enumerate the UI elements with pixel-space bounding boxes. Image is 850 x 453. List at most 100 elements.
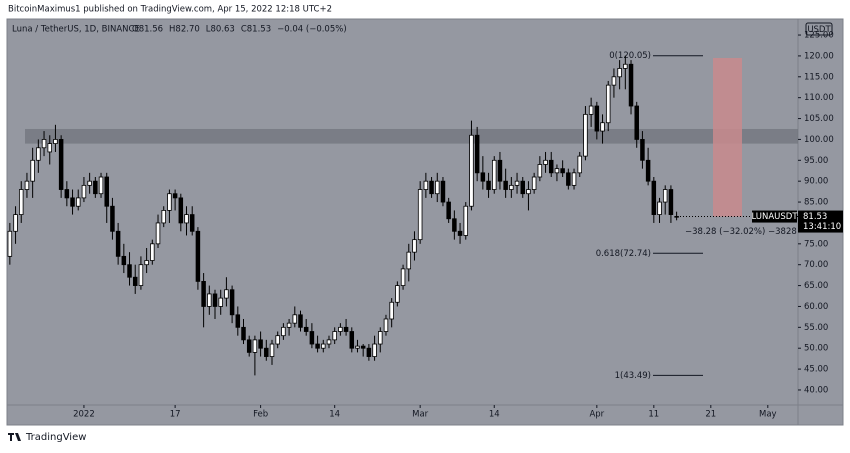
candle-body: [548, 159, 554, 174]
candle-body: [514, 180, 520, 186]
y-tick-label: 70.00: [804, 260, 828, 270]
candle-body: [406, 251, 412, 270]
candle-body: [326, 339, 332, 345]
candle-body: [645, 159, 651, 182]
y-tick-label: 90.00: [804, 177, 828, 187]
candle-body: [189, 214, 195, 232]
y-tick-label: 115.00: [804, 72, 834, 82]
candle-body: [474, 134, 480, 174]
candle-body: [167, 193, 172, 211]
candle-body: [138, 264, 144, 286]
candle-body: [286, 322, 292, 328]
candle-body: [457, 230, 463, 236]
candle-body: [543, 159, 548, 165]
candle-body: [446, 201, 451, 220]
y-tick-label: 100.00: [804, 135, 834, 145]
candle-body: [605, 84, 611, 124]
candle-body: [98, 176, 104, 195]
candle-body: [53, 139, 58, 145]
candle-body: [178, 197, 184, 224]
x-tick-label: 2022: [73, 410, 95, 420]
currency: USDT: [807, 25, 831, 35]
candle-body: [195, 230, 201, 282]
x-tick-label: Mar: [412, 410, 429, 420]
candle-body: [560, 168, 565, 174]
y-tick-label: 50.00: [804, 344, 828, 354]
y-tick-label: 40.00: [804, 385, 828, 395]
candle-body: [623, 63, 628, 69]
candle-body: [520, 180, 525, 195]
symbol-tag-label: LUNAUSDT: [751, 212, 798, 222]
candle-body: [429, 180, 434, 195]
candle-body: [389, 301, 394, 320]
candle-body: [355, 345, 360, 349]
candle-body: [531, 176, 537, 190]
y-tick-label: 65.00: [804, 281, 828, 291]
candle-body: [321, 343, 326, 349]
candle-body: [281, 326, 286, 337]
projection-label: −38.28 (−32.02%) −3828: [685, 227, 797, 237]
candle-body: [70, 197, 75, 207]
candle-body: [172, 193, 178, 199]
candle-body: [13, 214, 18, 232]
candle-body: [668, 189, 674, 215]
candle-body: [269, 343, 275, 357]
fib-label: 0(120.05): [609, 51, 651, 61]
y-tick-label: 60.00: [804, 302, 828, 312]
brand: TradingView: [25, 432, 86, 443]
candle-body: [41, 139, 47, 149]
candle-body: [47, 143, 52, 153]
candle-body: [343, 326, 349, 332]
candle-body: [440, 180, 446, 203]
candle-body: [212, 293, 218, 307]
candle-body: [577, 155, 582, 174]
candle-body: [7, 230, 13, 257]
candle-body: [81, 184, 87, 199]
candle-body: [634, 105, 639, 140]
candle-body: [36, 147, 41, 161]
candle-body: [292, 314, 298, 324]
ohlc-value: −0.04 (−0.05%): [277, 25, 347, 35]
candle-body: [594, 105, 600, 132]
candle-body: [93, 180, 98, 195]
publisher: BitcoinMaximus1 published on TradingView…: [8, 5, 332, 15]
countdown: 13:41:10: [803, 222, 841, 232]
x-tick-label: 21: [705, 410, 716, 420]
x-tick-label: 14: [329, 410, 340, 420]
candle-body: [207, 293, 212, 307]
candle-body: [303, 326, 309, 332]
candle-body: [497, 159, 503, 182]
candle-body: [218, 297, 223, 307]
candle-body: [229, 289, 235, 316]
candle-body: [75, 197, 81, 207]
candle-body: [309, 331, 315, 345]
brand-logo: [8, 433, 21, 441]
x-tick-label: 11: [648, 410, 659, 420]
candle-body: [224, 289, 229, 299]
y-tick-label: 85.00: [804, 198, 828, 208]
candle-body: [201, 280, 206, 307]
candle-body: [417, 189, 423, 241]
candle-body: [372, 343, 377, 357]
y-tick-label: 105.00: [804, 114, 834, 124]
candle-body: [617, 68, 622, 78]
candle-body: [611, 76, 617, 86]
resistance-zone: [25, 128, 798, 144]
candle-body: [241, 326, 246, 341]
x-tick-label: 14: [489, 410, 500, 420]
y-tick-label: 75.00: [804, 239, 828, 249]
y-tick-label: 125.00: [804, 31, 834, 41]
candle-body: [366, 347, 372, 357]
candle-body: [332, 331, 337, 341]
projection-box: [713, 57, 742, 217]
candle-body: [87, 180, 92, 186]
candle-body: [662, 189, 668, 203]
candle-body: [246, 339, 252, 353]
candle-body: [486, 180, 491, 190]
candle-body: [24, 180, 30, 190]
x-tick-label: Feb: [253, 410, 268, 420]
price-tag: [798, 210, 843, 233]
candle-body: [252, 339, 258, 353]
candle-body: [600, 122, 605, 132]
candle-body: [491, 159, 497, 190]
